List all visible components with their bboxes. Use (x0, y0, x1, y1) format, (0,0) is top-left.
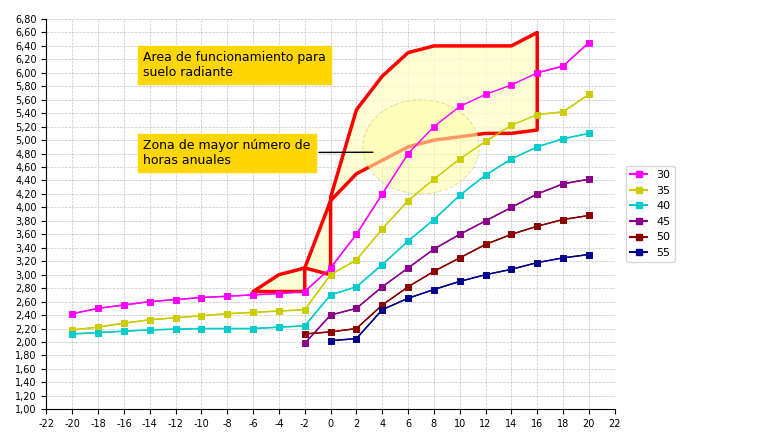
Legend: 30, 35, 40, 45, 50, 55: 30, 35, 40, 45, 50, 55 (626, 166, 674, 262)
Ellipse shape (363, 100, 479, 194)
Text: Zona de mayor número de
horas anuales: Zona de mayor número de horas anuales (143, 139, 373, 166)
Polygon shape (253, 32, 537, 292)
Text: Area de funcionamiento para
suelo radiante: Area de funcionamiento para suelo radian… (143, 48, 328, 79)
